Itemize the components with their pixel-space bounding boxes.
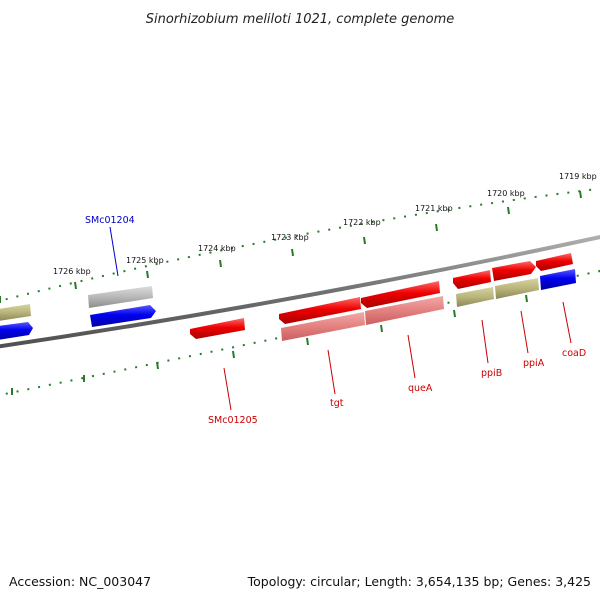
gene-smc01205 — [190, 318, 245, 339]
gene-labels: SMc01204 SMc01205 tgt queA ppiB ppiA coa… — [85, 215, 586, 426]
tick-labels: 1726 kbp 1725 kbp 1724 kbp 1723 kbp 1722… — [53, 172, 597, 276]
gene-ppib-cds — [456, 287, 494, 307]
major-tick — [579, 190, 582, 199]
gene-smc01204-blue — [90, 305, 156, 327]
major-tick — [507, 206, 510, 215]
leader-tgt — [327, 349, 336, 395]
gene-ppia-cds — [495, 278, 539, 299]
major-tick — [525, 294, 528, 303]
gene-label-coad[interactable]: coaD — [562, 348, 586, 359]
major-tick — [146, 270, 149, 279]
major-tick — [435, 223, 438, 232]
leader-smc01204 — [109, 226, 119, 277]
gene-label-ppia[interactable]: ppiA — [523, 358, 545, 369]
major-tick — [74, 281, 77, 290]
gene-khaki-left — [0, 304, 31, 321]
major-tick — [156, 361, 159, 370]
accession-text: Accession: NC_003047 — [9, 574, 151, 589]
gene-tgt-cds — [281, 312, 365, 341]
leader-ppib — [481, 319, 489, 364]
major-tick — [232, 350, 235, 359]
genome-summary-text: Topology: circular; Length: 3,654,135 bp… — [247, 574, 591, 589]
gene-quea — [361, 281, 440, 308]
gene-forward-right-1 — [453, 270, 491, 289]
gene-forward-right-3 — [536, 253, 573, 271]
gene-label-smc01204[interactable]: SMc01204 — [85, 215, 135, 226]
tick-label-1719: 1719 kbp — [559, 172, 597, 181]
leader-smc01205 — [223, 367, 232, 411]
major-tick — [453, 309, 456, 318]
lower-gene-row — [0, 269, 576, 341]
tick-label-1723: 1723 kbp — [271, 233, 309, 242]
outer-tick-track — [0, 187, 600, 303]
gene-reverse-left — [0, 322, 33, 340]
major-tick — [291, 248, 294, 257]
tick-label-1722: 1722 kbp — [343, 218, 381, 227]
major-tick — [363, 236, 366, 245]
map-title: Sinorhizobium meliloti 1021, complete ge… — [146, 12, 455, 27]
inner-tick-track — [0, 270, 600, 397]
gene-label-leaders — [109, 226, 572, 411]
gene-tgt — [279, 297, 361, 324]
tick-label-1721: 1721 kbp — [415, 204, 453, 213]
gene-label-quea[interactable]: queA — [408, 383, 433, 394]
tick-label-1724: 1724 kbp — [198, 244, 236, 253]
leader-coad — [562, 301, 572, 344]
major-tick — [380, 324, 383, 333]
upper-gene-row — [0, 253, 573, 321]
major-tick — [219, 259, 222, 268]
gene-label-ppib[interactable]: ppiB — [481, 368, 502, 379]
leader-quea — [407, 334, 416, 379]
gene-smc01204-grey — [88, 286, 153, 308]
major-tick — [306, 337, 309, 346]
tick-label-1720: 1720 kbp — [487, 189, 525, 198]
gene-label-smc01205[interactable]: SMc01205 — [208, 415, 258, 426]
tick-label-1726: 1726 kbp — [53, 267, 91, 276]
gene-quea-cds — [365, 296, 444, 325]
leader-ppia — [520, 310, 529, 354]
tick-label-1725: 1725 kbp — [126, 256, 164, 265]
gene-forward-right-2 — [492, 261, 536, 281]
gene-coad-cds — [540, 269, 576, 290]
gene-label-tgt[interactable]: tgt — [330, 398, 344, 409]
genome-backbone — [0, 235, 600, 349]
